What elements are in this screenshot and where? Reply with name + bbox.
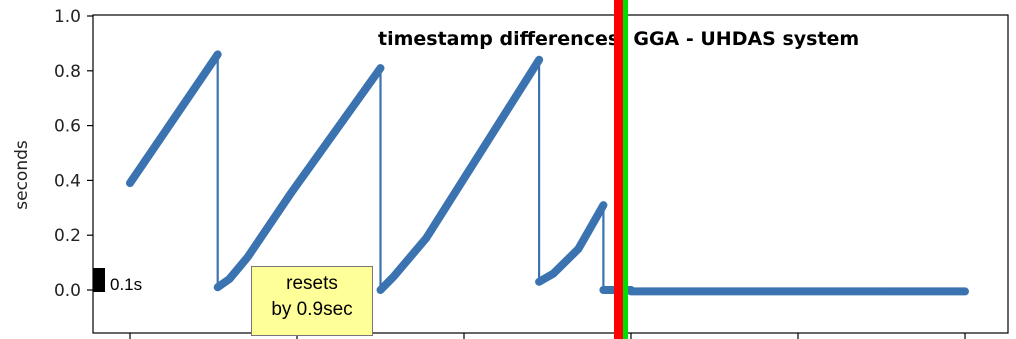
green-marker-line <box>623 0 628 339</box>
series-segment-0 <box>126 50 222 188</box>
y-tick-label: 0.2 <box>54 226 81 246</box>
scale-bar-label: 0.1s <box>110 275 142 294</box>
y-tick-label: 0.4 <box>54 171 81 191</box>
y-tick-label: 0.6 <box>54 117 81 137</box>
reset-callout: resets by 0.9sec <box>251 266 373 336</box>
x-axis <box>129 333 966 339</box>
series-segment-4 <box>376 55 544 294</box>
y-tick-label: 1.0 <box>54 7 81 27</box>
callout-line-1: resets <box>286 273 338 294</box>
callout-line-2: by 0.9sec <box>271 299 353 320</box>
y-tick-label: 0.8 <box>54 62 81 82</box>
series-timestamp-diff <box>126 50 969 296</box>
y-axis-label: seconds <box>12 140 32 210</box>
red-marker-line <box>614 0 623 339</box>
scale-bar <box>93 268 105 292</box>
y-tick-label: 0.0 <box>54 281 81 301</box>
y-axis: 0.0 0.2 0.4 0.6 0.8 1.0 <box>54 7 93 301</box>
series-segment-6 <box>535 201 608 286</box>
plot-frame <box>92 14 1009 334</box>
series-segment-2 <box>213 64 385 292</box>
